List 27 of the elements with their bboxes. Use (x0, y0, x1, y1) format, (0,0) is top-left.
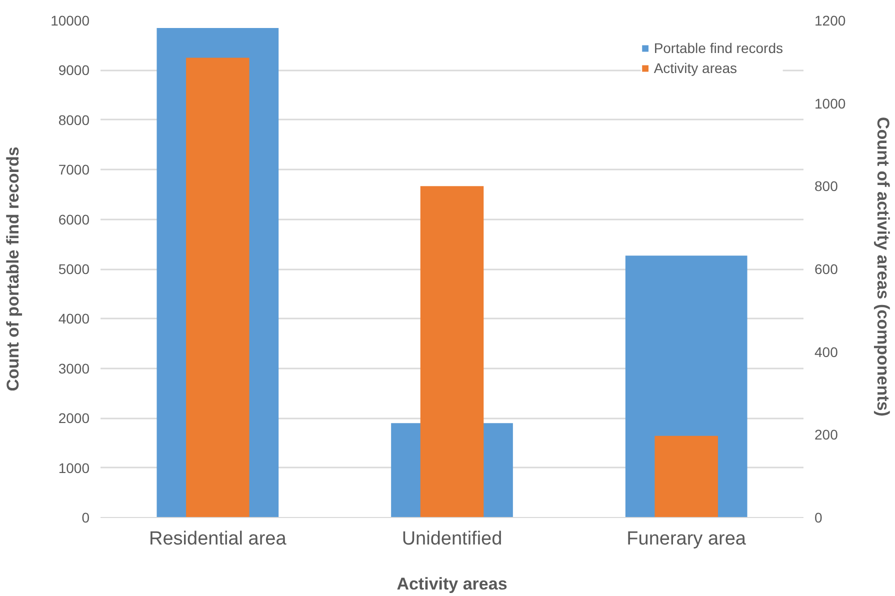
y2-tick-label: 800 (814, 178, 838, 194)
y2-tick-label: 1200 (814, 12, 846, 28)
y2-axis-title: Count of activity areas (components) (874, 116, 893, 416)
y-tick-label: 2000 (58, 410, 90, 426)
y-tick-label: 9000 (58, 62, 90, 78)
x-tick-label: Residential area (149, 528, 287, 550)
y-tick-label: 6000 (58, 211, 90, 228)
x-tick-label: Funerary area (626, 528, 746, 550)
y-tick-label: 7000 (58, 162, 90, 178)
y-axis-title: Count of portable find records (4, 146, 23, 392)
y-tick-label: 3000 (58, 360, 90, 376)
y-tick-label: 4000 (58, 310, 90, 327)
y2-tick-label: 600 (814, 261, 838, 277)
y-tick-label: 8000 (58, 112, 90, 128)
y-tick-label: 1000 (58, 460, 90, 476)
bar (654, 436, 718, 518)
y-tick-label: 0 (82, 510, 90, 526)
legend-label: Portable find records (654, 40, 783, 56)
x-axis-title: Activity areas (396, 574, 508, 594)
y-tick-label: 10000 (50, 12, 90, 28)
y2-tick-label: 1000 (814, 95, 846, 112)
y2-tick-label: 400 (814, 344, 838, 360)
y2-tick-label: 0 (814, 510, 822, 526)
legend-label: Activity areas (654, 60, 738, 76)
y2-tick-label: 200 (814, 426, 838, 443)
y-tick-label: 5000 (58, 261, 90, 277)
x-tick-label: Unidentified (402, 528, 502, 550)
